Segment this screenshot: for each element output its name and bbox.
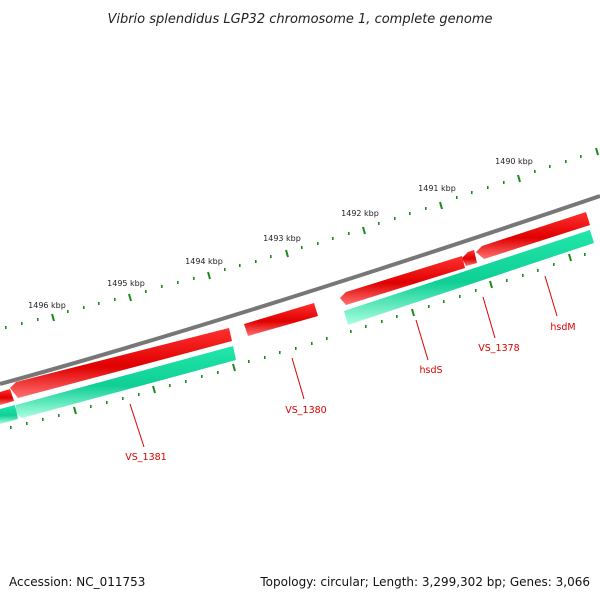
- reverse-strand-genes: [0, 230, 594, 424]
- kbp-label: 1491 kbp: [418, 184, 456, 193]
- reverse-gene-segment: [16, 346, 236, 418]
- reverse-gene-segment: [0, 405, 18, 424]
- gene-label-vs1380: VS_1380: [285, 405, 326, 416]
- map-title: Vibrio splendidus LGP32 chromosome 1, co…: [107, 12, 492, 27]
- scale-ticks-outer: [51, 147, 599, 322]
- gene-vs1380-arrow: [244, 303, 318, 336]
- kbp-label: 1492 kbp: [341, 209, 379, 218]
- forward-strand-genes: [0, 212, 590, 405]
- scale-dots-outer: [5, 155, 582, 329]
- genome-backbone: [0, 194, 600, 386]
- kbp-label: 1493 kbp: [263, 234, 301, 243]
- gene-vs1381-arrow: [10, 328, 232, 398]
- gene-edge-arrow: [0, 389, 14, 405]
- gene-label-hsdm: hsdM: [550, 322, 575, 333]
- gene-label-vs1381: VS_1381: [125, 452, 166, 463]
- gene-leader-lines: [129, 275, 558, 448]
- gene-label-hsds: hsdS: [419, 365, 442, 376]
- kbp-label: 1490 kbp: [495, 157, 533, 166]
- gene-vs1378-arrow: [462, 250, 477, 266]
- gene-hsdM-arrow: [476, 212, 590, 259]
- reverse-gene-segment: [344, 230, 594, 325]
- scale-ticks-inner: [73, 253, 572, 415]
- genome-summary-text: Topology: circular; Length: 3,299,302 bp…: [259, 575, 590, 589]
- kbp-label: 1496 kbp: [28, 301, 66, 310]
- accession-text: Accession: NC_011753: [9, 575, 145, 589]
- kbp-label: 1494 kbp: [185, 257, 223, 266]
- gene-hsdS-arrow: [340, 256, 465, 305]
- scale-dots-inner: [10, 253, 586, 429]
- kbp-label: 1495 kbp: [107, 279, 145, 288]
- gene-label-vs1378: VS_1378: [478, 343, 519, 354]
